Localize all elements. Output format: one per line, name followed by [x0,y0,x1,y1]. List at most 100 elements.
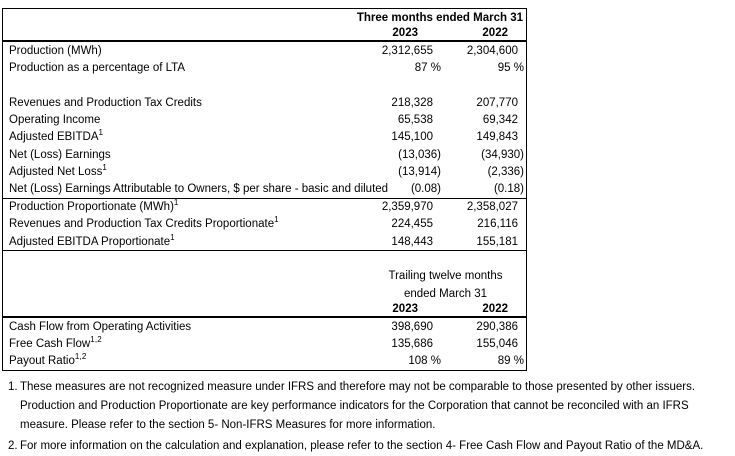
value-2023: 218,328 [391,96,433,109]
value-2023: 148,443 [335,233,442,252]
year-header-2023: 2023 [335,26,442,42]
row-label: Revenues and Production Tax Credits [3,94,335,111]
table-row-per-share: Net (Loss) Earnings Attributable to Owne… [3,180,526,199]
value-2023: 135,686 [391,337,433,350]
empty-cell [3,9,335,26]
footnotes: 1. These measures are not recognized mea… [0,378,735,456]
empty-cell [3,26,335,42]
year-header-2022: 2022 [442,26,526,42]
value-2022: 216,116 [477,218,518,231]
table-row-net-loss-earnings: Net (Loss) Earnings (13,036) (34,930) [3,146,526,163]
row-label: Cash Flow from Operating Activities [3,317,335,335]
row-label-text: Operating Income [9,114,101,127]
table-row-adjusted-ebitda-proportionate: Adjusted EBITDA Proportionate1 148,443 1… [3,232,526,252]
row-label-text: Net (Loss) Earnings [9,148,111,161]
value-2023: 398,690 [391,320,433,333]
footnote-ref: 1 [173,198,179,208]
footnote-number: 1. [8,381,18,393]
financial-summary-table: Three months ended March 31 2023 2022 Pr… [3,9,526,370]
value-2022: (0.18) [442,180,526,199]
table-row-operating-income: Operating Income 65,538 69,342 [3,111,526,128]
value-2023: 224,455 [391,218,433,231]
footnote-ref: 1 [170,232,175,242]
spacer-row [3,251,526,268]
row-label-text: Production Proportionate (MWh) [9,201,174,214]
row-label: Adjusted EBITDA Proportionate1 [3,232,335,252]
footnote-number: 2. [8,440,18,453]
row-label: Net (Loss) Earnings [3,146,335,163]
period-header-q1: Three months ended March 31 [356,11,523,24]
value-2023: 145,100 [391,131,433,144]
value-2023: 87 % [414,62,441,74]
row-label: Operating Income [3,111,335,128]
footnote-ref: 1 [98,128,104,138]
row-label: Production Proportionate (MWh)1 [3,198,335,215]
row-label: Adjusted Net Loss1 [3,164,335,181]
table-row-cash-flow-operating: Cash Flow from Operating Activities 398,… [3,317,526,335]
period-header-ttm-line2: ended March 31 [403,287,488,300]
empty-cell [3,302,335,319]
row-label-text: Net (Loss) Earnings Attributable to Owne… [9,183,389,196]
table-row-adjusted-net-loss: Adjusted Net Loss1 (13,914) (2,336) [3,164,526,181]
table-row-revenues-proportionate: Revenues and Production Tax Credits Prop… [3,216,526,233]
value-2022: 95 % [497,62,524,74]
table-row-lta-percentage: Production as a percentage of LTA 87 % 9… [3,59,526,77]
row-label: Revenues and Production Tax Credits Prop… [3,216,335,233]
row-label-text: Cash Flow from Operating Activities [9,320,192,333]
row-label-text: Adjusted EBITDA [9,131,99,144]
row-label: Production as a percentage of LTA [3,59,335,77]
table-row-payout-ratio: Payout Ratio1,2 108 % 89 % [3,353,526,370]
value-2023: (0.08) [335,180,442,199]
row-label-text: Adjusted EBITDA Proportionate [9,235,171,248]
year-header-row-q1: 2023 2022 [3,26,526,42]
footnote-ref: 1 [274,215,279,225]
value-2022: 155,046 [476,337,518,350]
footnote-text: For more information on the calculation … [20,440,704,453]
row-label: Payout Ratio1,2 [3,353,335,370]
year-header-row-ttm: 2023 2022 [3,302,526,319]
row-label: Net (Loss) Earnings Attributable to Owne… [3,180,388,199]
row-label-text: Payout Ratio [9,355,75,368]
value-2022: 2,304,600 [466,44,518,57]
value-2023: 2,359,970 [381,201,433,214]
value-2023: (13,914) [398,166,441,179]
value-2022: (34,930) [481,148,524,161]
spacer-row [3,77,526,94]
year-header-2023: 2023 [335,302,442,319]
row-label-text: Revenues and Production Tax Credits [9,96,202,109]
footnote-2: 2. For more information on the calculati… [0,437,735,456]
value-2023: 2,312,655 [381,44,433,57]
value-2022: 149,843 [476,131,518,144]
empty-cell [3,268,335,285]
table-row-production-proportionate: Production Proportionate (MWh)1 2,359,97… [3,198,526,215]
empty-cell [3,285,335,302]
year-header-2022: 2022 [442,302,526,319]
table-row-production: Production (MWh) 2,312,655 2,304,600 [3,41,526,59]
value-2023: 108 % [408,355,441,368]
value-2022: (2,336) [487,166,524,179]
period-header-ttm-line1: Trailing twelve months [388,270,503,283]
period-header-row-ttm-line1: Trailing twelve months [3,268,526,285]
footnote-ref: 1 [102,163,107,173]
row-label-text: Production (MWh) [9,44,102,57]
value-2022: 69,342 [482,114,518,127]
period-header-row-ttm-line2: ended March 31 [3,285,526,302]
value-2023: 65,538 [397,114,433,127]
value-2023: (13,036) [398,148,441,161]
value-2022: 290,386 [476,320,518,333]
row-label: Free Cash Flow1,2 [3,335,335,352]
footnote-ref: 1,2 [90,335,102,345]
row-label-text: Revenues and Production Tax Credits Prop… [9,218,275,231]
footnote-1: 1. These measures are not recognized mea… [0,378,735,434]
table-row-revenues: Revenues and Production Tax Credits 218,… [3,94,526,111]
value-2022: 2,358,027 [466,201,518,214]
footnote-text: These measures are not recognized measur… [20,381,696,431]
table-row-adjusted-ebitda: Adjusted EBITDA1 145,100 149,843 [3,129,526,146]
row-label-text: Production as a percentage of LTA [9,62,186,74]
period-header-row-q1: Three months ended March 31 [3,9,526,26]
row-label: Adjusted EBITDA1 [3,129,335,146]
value-2022: 207,770 [476,96,518,109]
footnote-ref: 1,2 [74,352,87,362]
row-label: Production (MWh) [3,41,335,59]
